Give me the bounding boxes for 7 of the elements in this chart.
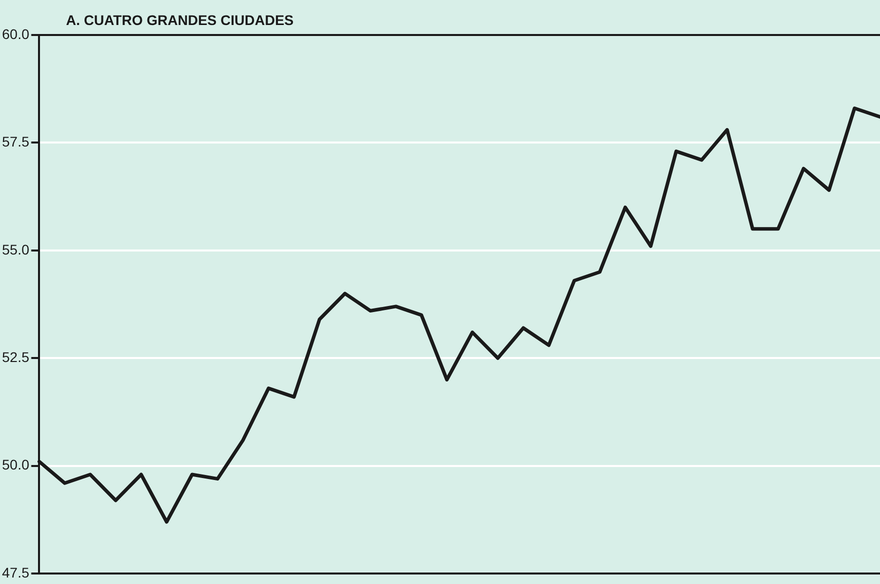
- y-tick-label: 50.0: [2, 456, 30, 473]
- y-tick-label: 57.5: [2, 134, 30, 150]
- y-tick-label: 47.5: [2, 564, 30, 580]
- y-tick-label: 60.0: [2, 26, 30, 42]
- chart-title: A. CUATRO GRANDES CIUDADES: [66, 12, 294, 28]
- y-tick-label: 52.5: [2, 349, 30, 366]
- y-tick-label: 55.0: [2, 241, 30, 258]
